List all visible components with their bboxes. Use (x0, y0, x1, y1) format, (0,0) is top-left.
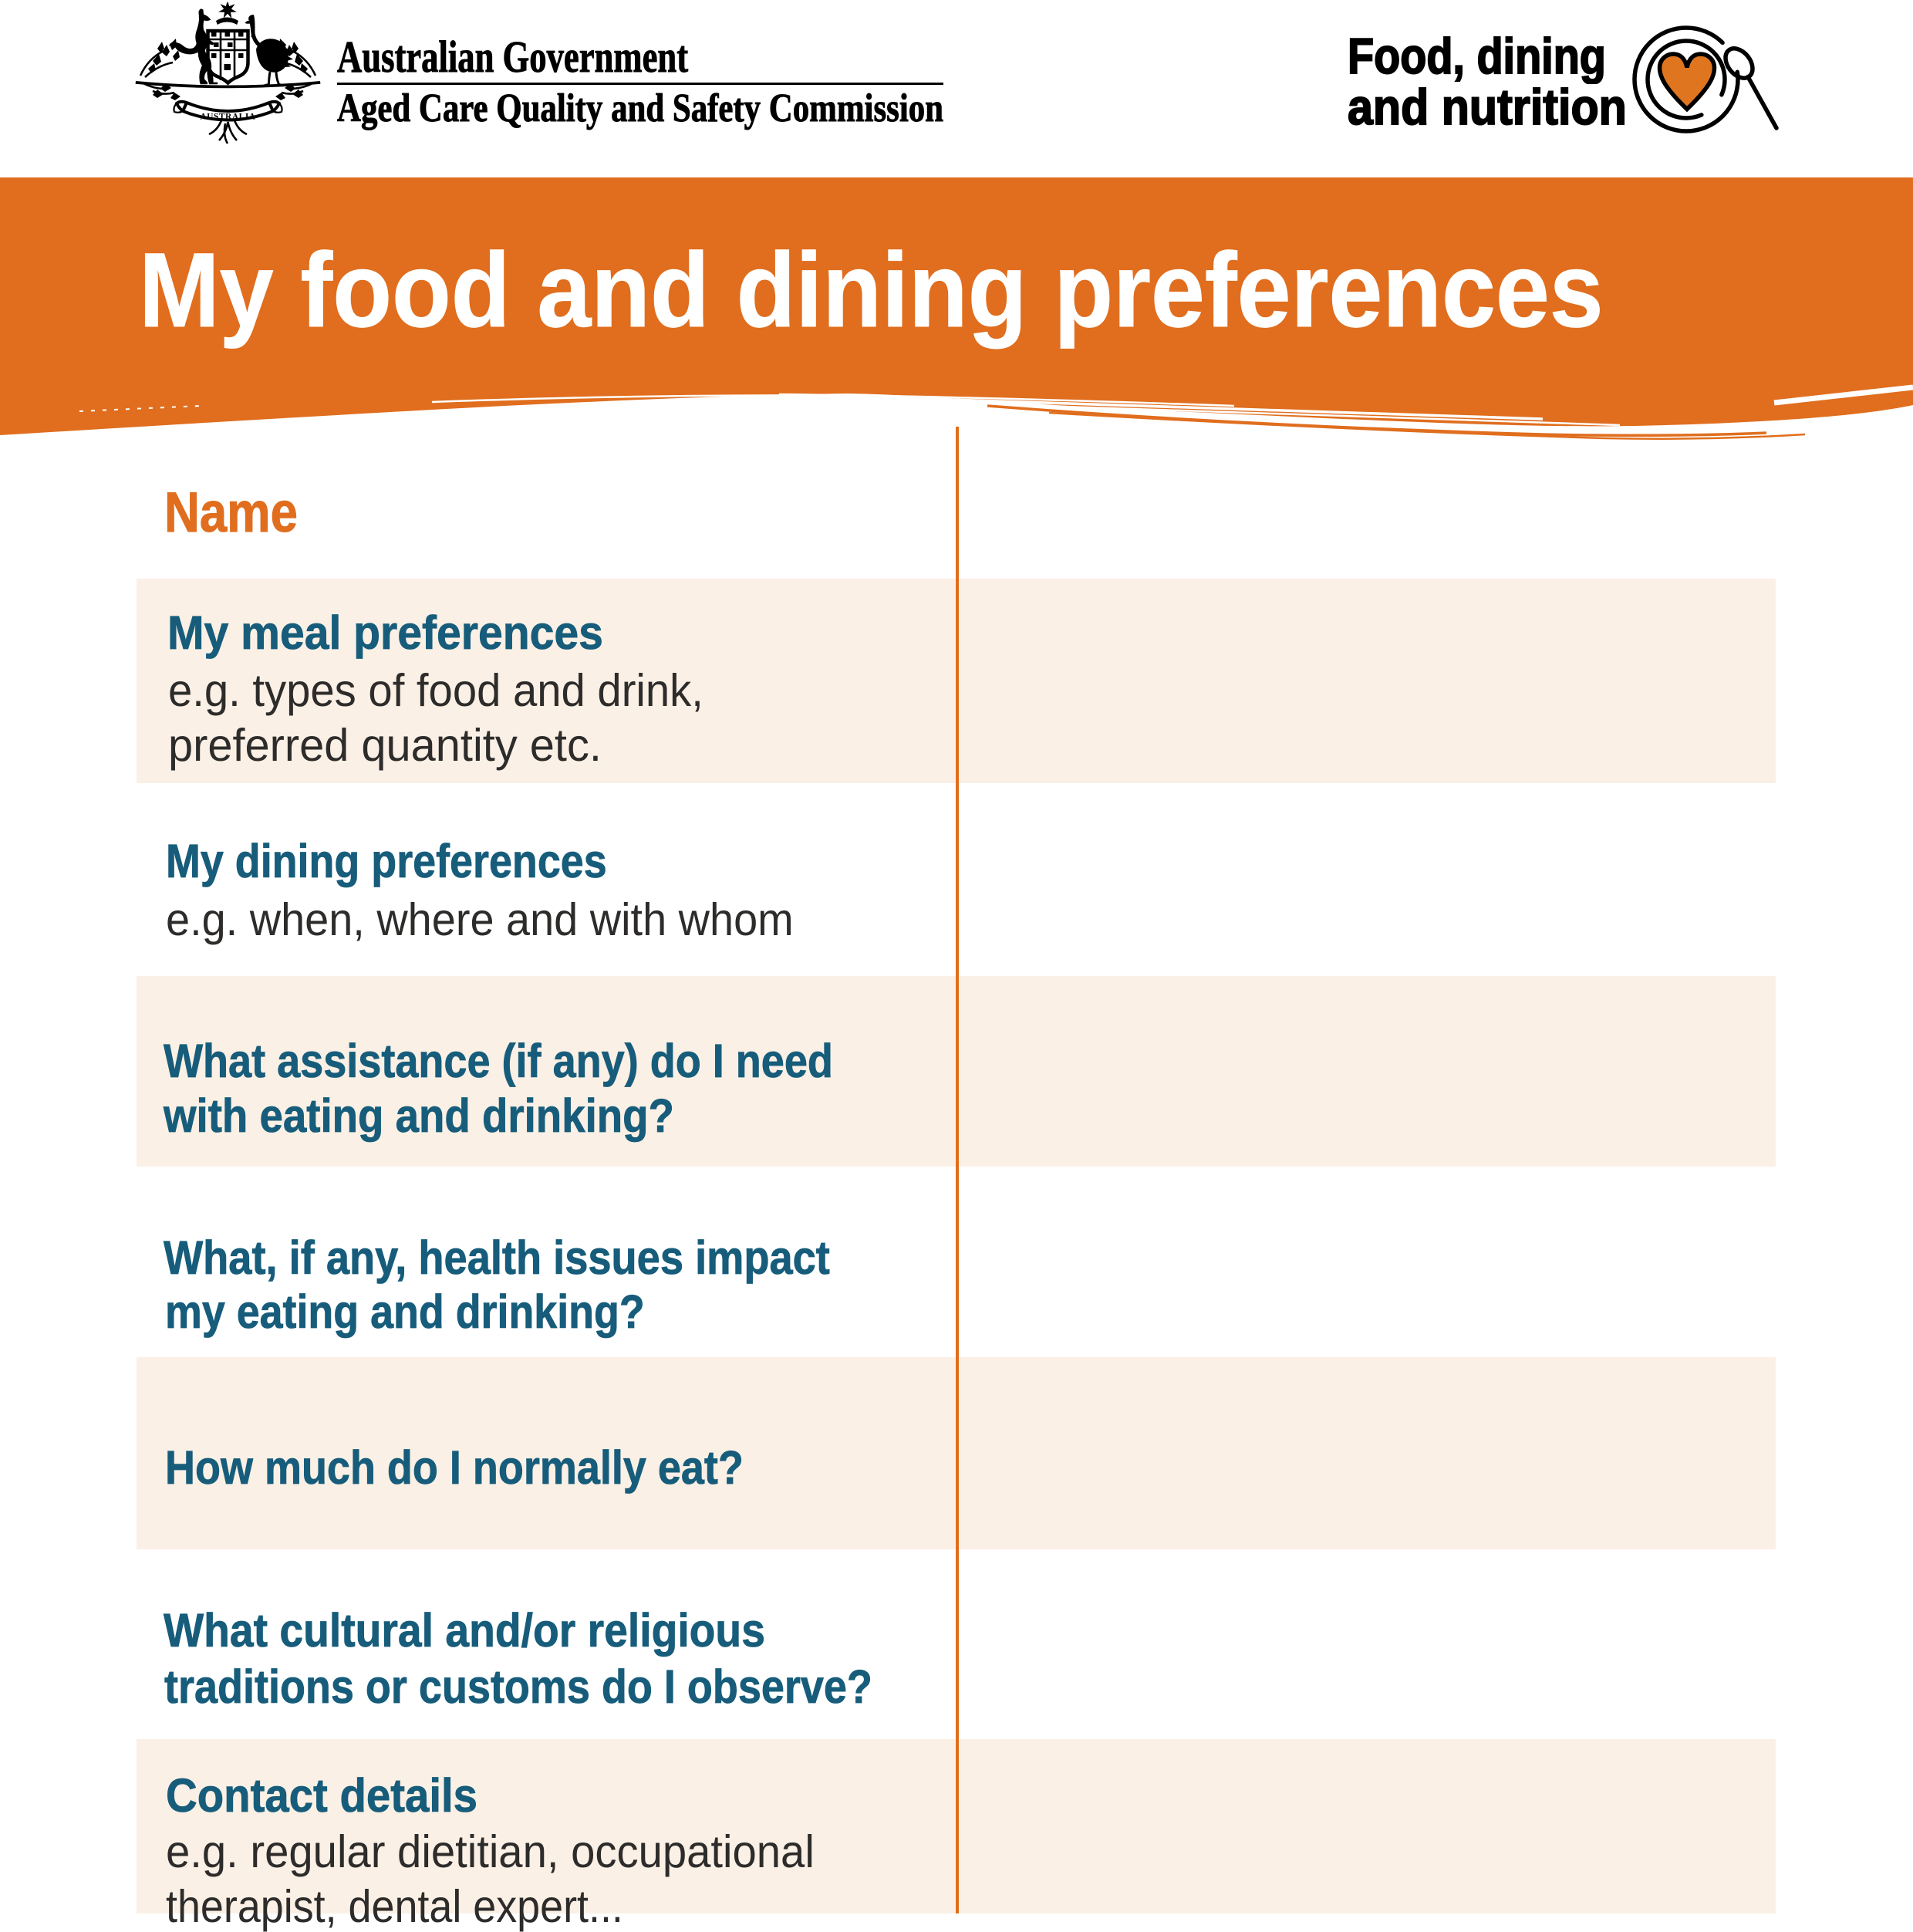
svg-text:AUSTRALIA: AUSTRALIA (200, 113, 255, 122)
